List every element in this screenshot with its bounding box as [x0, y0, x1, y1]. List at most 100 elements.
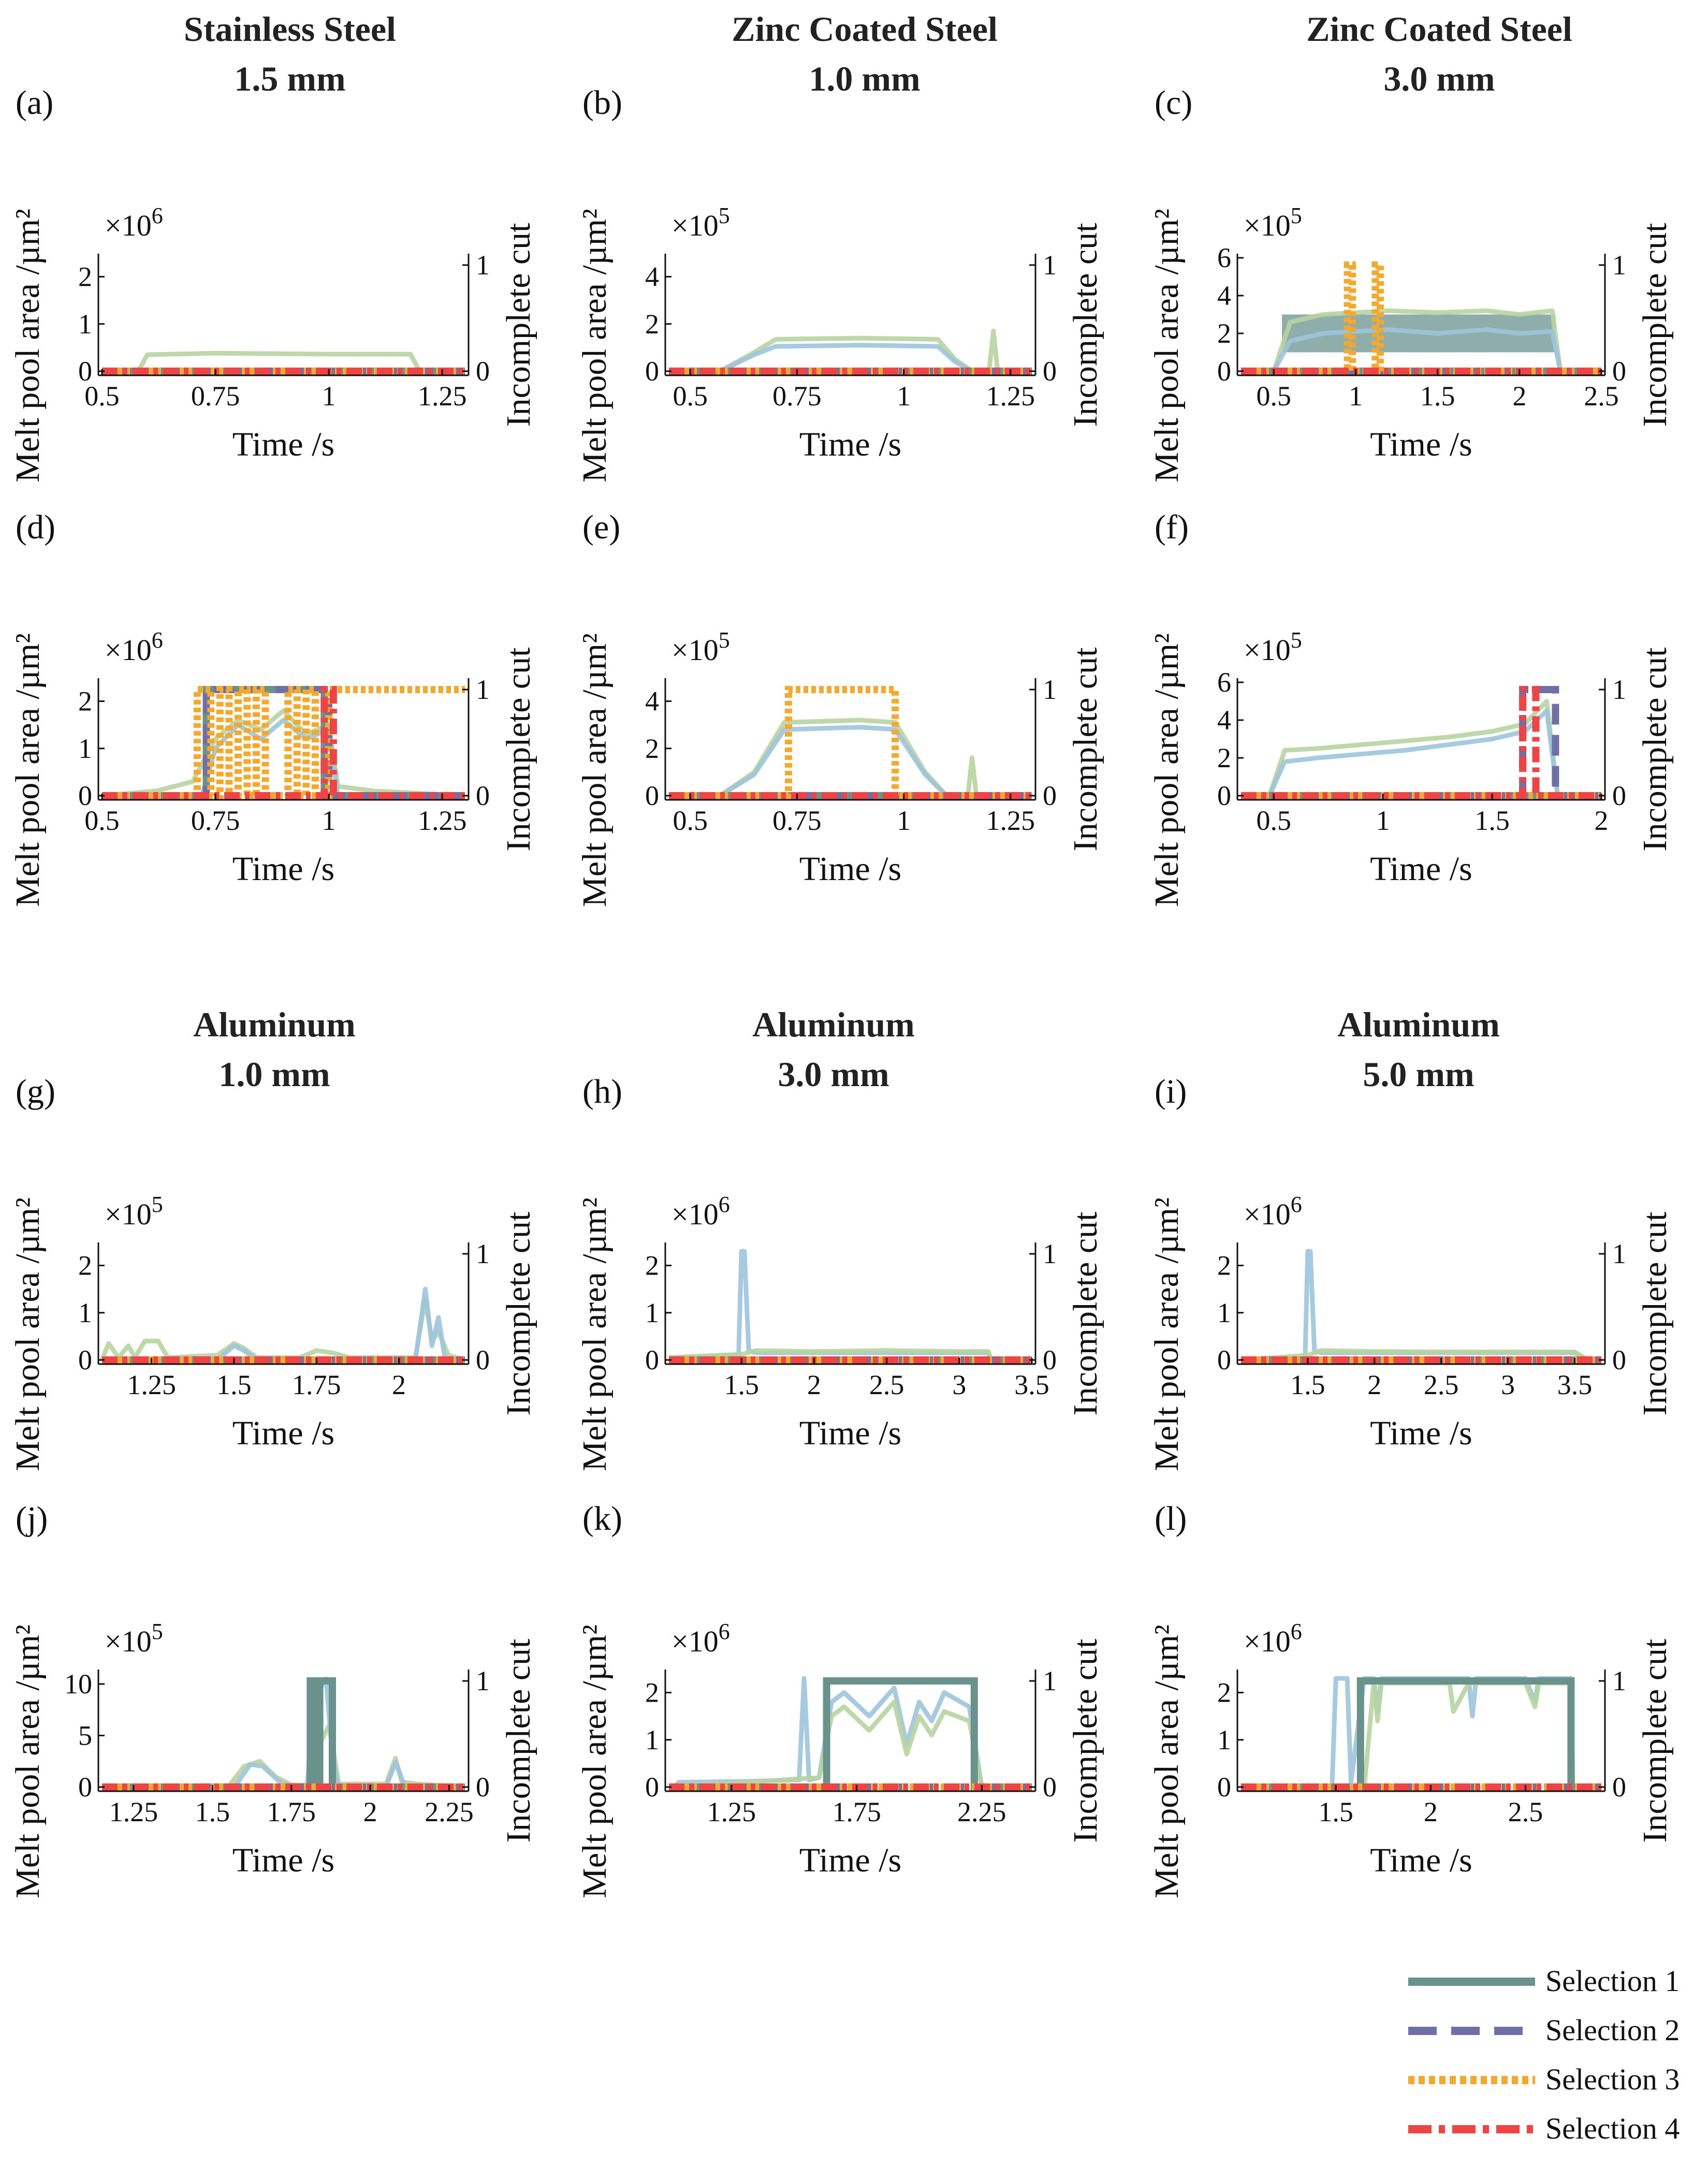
y2-axis-label: Incomplete cut: [1636, 223, 1674, 427]
x-tick-label: 1.5: [1318, 1796, 1353, 1827]
y2-tick-label: 1: [1043, 1665, 1057, 1696]
y2-axis-label: Incomplete cut: [500, 1638, 537, 1842]
axis-multiplier: ×105: [105, 1192, 163, 1231]
raw-trace-raw-green: [99, 1296, 466, 1363]
legend-label: Selection 3: [1545, 2062, 1680, 2096]
y-axis-label: Melt pool area /µm²: [576, 633, 614, 907]
multiplier-base: ×10: [1244, 209, 1291, 242]
x-tick-label: 1.5: [1475, 805, 1510, 836]
panel-label: (g): [16, 1073, 55, 1110]
x-tick-label: 2.25: [957, 1796, 1006, 1827]
multiplier-exponent: 6: [719, 1619, 730, 1644]
y-tick-label: 0: [645, 780, 659, 811]
x-axis-label: Time /s: [232, 1414, 334, 1452]
y2-tick-label: 1: [1612, 674, 1626, 705]
x-tick-label: 0.75: [772, 380, 822, 412]
raw-trace-raw-blue: [1241, 327, 1601, 374]
axis-multiplier: ×106: [671, 1192, 730, 1231]
legend-item-selection-3: Selection 3: [1406, 2058, 1696, 2099]
y2-tick-label: 1: [1612, 1238, 1626, 1269]
x-tick-label: 1.5: [1290, 1369, 1325, 1400]
raw-trace-raw-blue: [102, 1286, 465, 1363]
y2-axis-label: Incomplete cut: [1067, 1211, 1104, 1415]
multiplier-base: ×10: [671, 1624, 719, 1658]
selection-line-selection-3: [102, 686, 465, 799]
legend-item-selection-4: Selection 4: [1406, 2107, 1696, 2148]
y2-tick-label: 0: [476, 356, 490, 387]
x-tick-label: 1.75: [267, 1796, 316, 1827]
header-material: Aluminum: [193, 1005, 356, 1044]
x-axis-label: Time /s: [232, 1841, 334, 1879]
multiplier-exponent: 6: [1291, 1192, 1302, 1217]
y-tick-label: 6: [1217, 242, 1231, 273]
x-tick-label: 2: [1367, 1369, 1381, 1400]
y-axis-label: Melt pool area /µm²: [9, 633, 47, 907]
header-col3-bottom: Aluminum 5.0 mm: [1310, 1007, 1527, 1092]
x-tick-label: 1.25: [127, 1369, 176, 1400]
axis-multiplier: ×106: [105, 627, 163, 667]
x-tick-label: 0.5: [84, 805, 120, 836]
y-tick-label: 1: [78, 309, 92, 340]
multiplier-base: ×10: [105, 1197, 152, 1231]
y2-tick-label: 0: [1043, 1344, 1057, 1375]
raw-trace-raw-blue: [102, 718, 465, 798]
y-tick-label: 6: [1217, 667, 1231, 698]
y-tick-label: 2: [1217, 742, 1231, 773]
multiplier-exponent: 6: [719, 1192, 730, 1217]
x-tick-label: 1.25: [418, 805, 467, 836]
header-col3-top: Zinc Coated Steel 3.0 mm: [1279, 11, 1600, 96]
y2-tick-label: 0: [1612, 1772, 1626, 1803]
plot-area: [101, 686, 465, 799]
header-material: Zinc Coated Steel: [1306, 9, 1572, 49]
multiplier-exponent: 5: [719, 627, 730, 653]
x-tick-label: 2: [1595, 805, 1609, 836]
x-tick-label: 1: [897, 805, 911, 836]
panel-d: 0.5 0.75 1 1.25 0 1 2 0 1 ×106 (d) Time /s Melt pool…: [9, 508, 537, 907]
y2-tick-label: 1: [1612, 1665, 1626, 1696]
axis-multiplier: ×105: [1244, 627, 1302, 667]
axis-multiplier: ×105: [1244, 203, 1302, 242]
y-axis-label: Melt pool area /µm²: [1148, 1197, 1186, 1471]
y-tick-label: 4: [1217, 280, 1231, 311]
y2-axis-label: Incomplete cut: [500, 647, 537, 851]
raw-trace-raw-green: [102, 1723, 465, 1790]
y2-axis-label: Incomplete cut: [1067, 223, 1104, 427]
panel-label: (a): [16, 84, 53, 122]
legend-swatch-selection-3: [1408, 2076, 1535, 2084]
legend-label: Selection 4: [1545, 2112, 1680, 2145]
x-tick-label: 2: [1512, 380, 1526, 412]
legend-item-selection-1: Selection 1: [1406, 1959, 1696, 2001]
x-tick-label: 1.25: [109, 1796, 158, 1827]
y2-tick-label: 0: [476, 1772, 490, 1803]
x-tick-label: 2: [392, 1369, 406, 1400]
raw-trace-raw-green: [669, 328, 1032, 374]
axis-multiplier: ×105: [105, 1619, 163, 1658]
panel-label: (f): [1155, 508, 1189, 546]
y-tick-label: 0: [1217, 1772, 1231, 1803]
x-tick-label: 1.25: [707, 1796, 756, 1827]
plot-area: [99, 1286, 466, 1364]
y-tick-label: 2: [78, 261, 92, 292]
y-tick-label: 2: [78, 1250, 92, 1281]
y2-axis-label: Incomplete cut: [1636, 647, 1674, 851]
y2-tick-label: 1: [1043, 250, 1057, 281]
x-tick-label: 0.75: [191, 805, 240, 836]
panel-label: (h): [582, 1073, 622, 1110]
header-col2-top: Zinc Coated Steel 1.0 mm: [704, 11, 1025, 96]
header-material: Aluminum: [752, 1005, 915, 1044]
x-tick-label: 1: [897, 380, 911, 412]
raw-trace-raw-blue: [668, 1249, 1032, 1363]
selection-line-selection-1: [102, 686, 465, 799]
header-thickness: 3.0 mm: [1383, 59, 1495, 98]
y2-tick-label: 0: [476, 780, 490, 811]
legend-swatch-selection-1: [1408, 1978, 1535, 1986]
y2-tick-label: 0: [1612, 780, 1626, 811]
multiplier-base: ×10: [1244, 1624, 1291, 1658]
y-tick-label: 4: [1217, 705, 1231, 736]
x-tick-label: 1.75: [292, 1369, 341, 1400]
x-tick-label: 0.5: [673, 805, 708, 836]
y-tick-label: 5: [78, 1720, 92, 1751]
header-thickness: 1.0 mm: [809, 59, 921, 98]
y2-axis-label: Incomplete cut: [1636, 1638, 1674, 1842]
